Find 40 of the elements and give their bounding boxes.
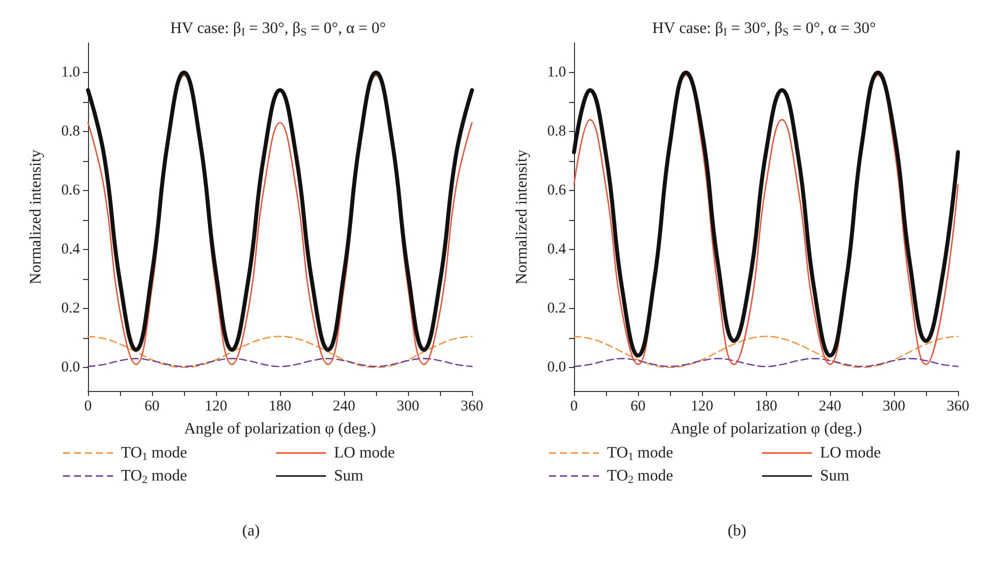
y-tick-label: 0.8 — [61, 123, 80, 140]
x-tick-label: 360 — [460, 398, 484, 414]
y-tick-label: 0.2 — [61, 300, 80, 316]
line-series — [87, 358, 473, 368]
x-tick-label: 180 — [754, 398, 778, 414]
x-axis-title: Angle of polarization φ (deg.) — [184, 420, 376, 438]
y-tick-label: 0.4 — [547, 241, 566, 258]
x-tick-label: 0 — [570, 398, 578, 414]
line-series — [87, 336, 473, 368]
y-tick-label: 1.0 — [61, 64, 80, 80]
x-tick-label: 240 — [332, 398, 356, 414]
x-tick-label: 360 — [946, 398, 970, 414]
x-tick-label: 60 — [144, 398, 160, 414]
y-axis-title: Normalized intensity — [514, 150, 530, 284]
legend-label: Sum — [334, 468, 364, 484]
y-tick-label: 0.0 — [61, 359, 80, 376]
x-tick-label: 300 — [882, 398, 906, 414]
x-tick-label: 240 — [818, 398, 842, 414]
legend-label: LO mode — [820, 444, 881, 462]
x-tick-label: 60 — [630, 398, 646, 414]
y-tick-label: 0.6 — [61, 182, 80, 198]
text: (b) — [728, 522, 746, 540]
y-tick-label: 0.8 — [547, 123, 566, 140]
x-tick-label: 120 — [690, 398, 714, 414]
y-axis-title: Normalized intensity — [28, 150, 44, 284]
legend-label: Sum — [820, 468, 850, 484]
x-tick-label: 120 — [204, 398, 228, 414]
y-tick-label: 0.4 — [61, 241, 80, 258]
x-tick-label: 0 — [84, 398, 92, 414]
line-series — [573, 358, 959, 368]
text: (a) — [242, 522, 260, 540]
y-tick-label: 0.6 — [547, 182, 566, 198]
y-tick-label: 0.2 — [547, 300, 566, 316]
x-axis-title: Angle of polarization φ (deg.) — [670, 420, 862, 438]
y-tick-label: 1.0 — [547, 64, 566, 80]
y-tick-label: 0.0 — [547, 359, 566, 376]
x-tick-label: 300 — [396, 398, 420, 414]
line-series — [573, 336, 959, 368]
x-tick-label: 180 — [268, 398, 292, 414]
legend-label: LO mode — [334, 444, 395, 462]
